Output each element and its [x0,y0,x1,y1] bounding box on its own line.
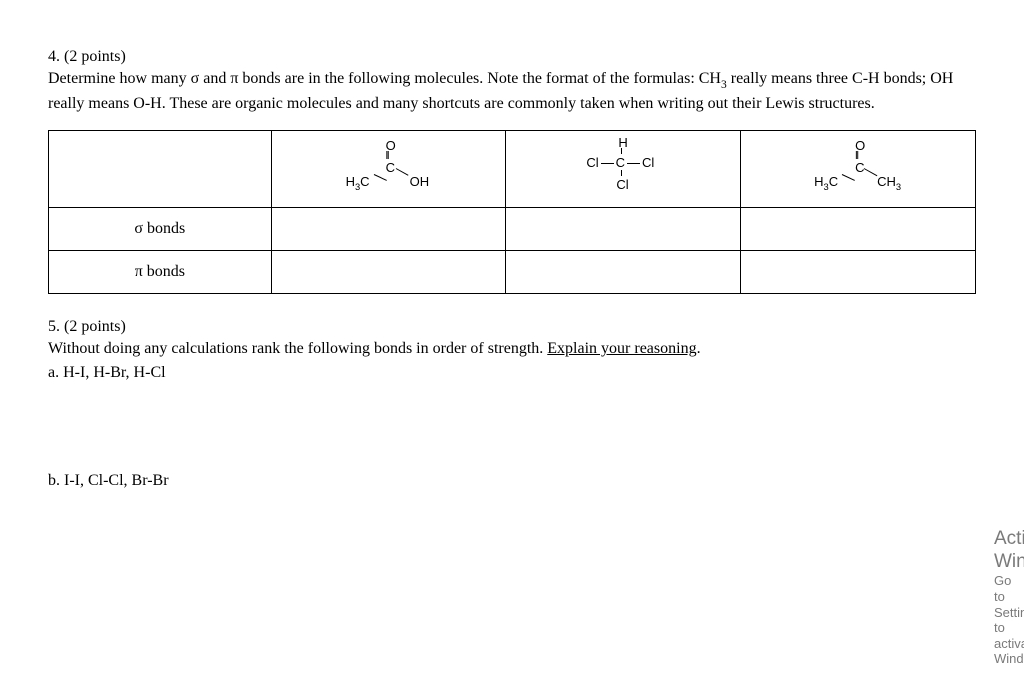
mol2-cl-bottom: Cl [616,178,628,191]
mol2-h: H [618,136,627,149]
mol3-bond-right [864,168,878,176]
mol2-cl-left: Cl [586,155,598,170]
mol3-ch3l-sub: 3 [823,182,828,192]
q5-part-a: a. H-I, H-Br, H-Cl [48,364,976,382]
q5-explain: Explain your reasoning [547,340,696,357]
mol3-ch3-right: CH3 [877,175,901,192]
q5-part-b: b. I-I, Cl-Cl, Br-Br [48,472,976,490]
mol1-bond-right [395,168,408,176]
table-header-row: O ll C H3C OH H Cl C Cl Cl [49,131,976,208]
watermark-line1: Activate Windows [994,528,1024,574]
mol1-oh: OH [410,175,430,188]
pi-mol3 [741,251,976,294]
q4-text-sub: 3 [721,79,727,91]
mol2-bond-right [627,163,640,164]
pi-row: π bonds [49,251,976,294]
q5-text: Without doing any calculations rank the … [48,338,976,360]
sigma-mol2 [506,208,741,251]
pi-label: π bonds [49,251,272,294]
mol3-ch3r-ch: CH [877,174,896,189]
mol1-ch3: H3C [346,175,370,192]
mol1-cell: O ll C H3C OH [271,131,506,208]
mol2-bond-bottom [621,170,622,176]
mol2-cl-right: Cl [642,155,654,170]
mol2-c: C [616,155,625,170]
molecule-acetic-acid: O ll C H3C OH [334,139,444,195]
sigma-mol1 [271,208,506,251]
mol3-ch3-left: H3C [814,175,838,192]
mol1-bond-left [373,174,386,181]
q5-header: 5. (2 points) [48,318,976,336]
mol3-bond-left [842,174,855,181]
mol1-ch3-sub: 3 [355,182,360,192]
pi-mol1 [271,251,506,294]
pi-mol2 [506,251,741,294]
sigma-label: σ bonds [49,208,272,251]
mol3-ch3r-sub: 3 [896,182,901,192]
q5-text-pre: Without doing any calculations rank the … [48,340,547,357]
windows-activation-watermark: Activate Windows Go to Settings to activ… [994,528,1024,667]
mol2-bond-left [601,163,614,164]
mol1-carbon: C [386,161,395,174]
molecule-chloroform: H Cl C Cl Cl [578,136,668,198]
sigma-mol3 [741,208,976,251]
mol3-cell: O ll C H3C CH3 [741,131,976,208]
q4-text-pre: Determine how many σ and π bonds are in … [48,70,721,87]
mol3-ch3l-c: C [829,174,838,189]
watermark-line2: Go to Settings to activate Windows. [994,573,1024,667]
mol2-cell: H Cl C Cl Cl [506,131,741,208]
mol1-ch3-h: H [346,174,355,189]
mol2-mid-row: Cl C Cl [586,156,654,169]
sigma-row: σ bonds [49,208,976,251]
page-content: 4. (2 points) Determine how many σ and π… [0,0,1024,490]
mol3-carbon: C [855,161,864,174]
header-empty-cell [49,131,272,208]
q4-header: 4. (2 points) [48,48,976,66]
mol1-ch3-c: C [360,174,369,189]
bond-table: O ll C H3C OH H Cl C Cl Cl [48,130,976,294]
q4-text: Determine how many σ and π bonds are in … [48,68,976,114]
mol2-bond-top [621,148,622,154]
molecule-acetone: O ll C H3C CH3 [798,139,918,195]
q5-period: . [697,340,701,357]
